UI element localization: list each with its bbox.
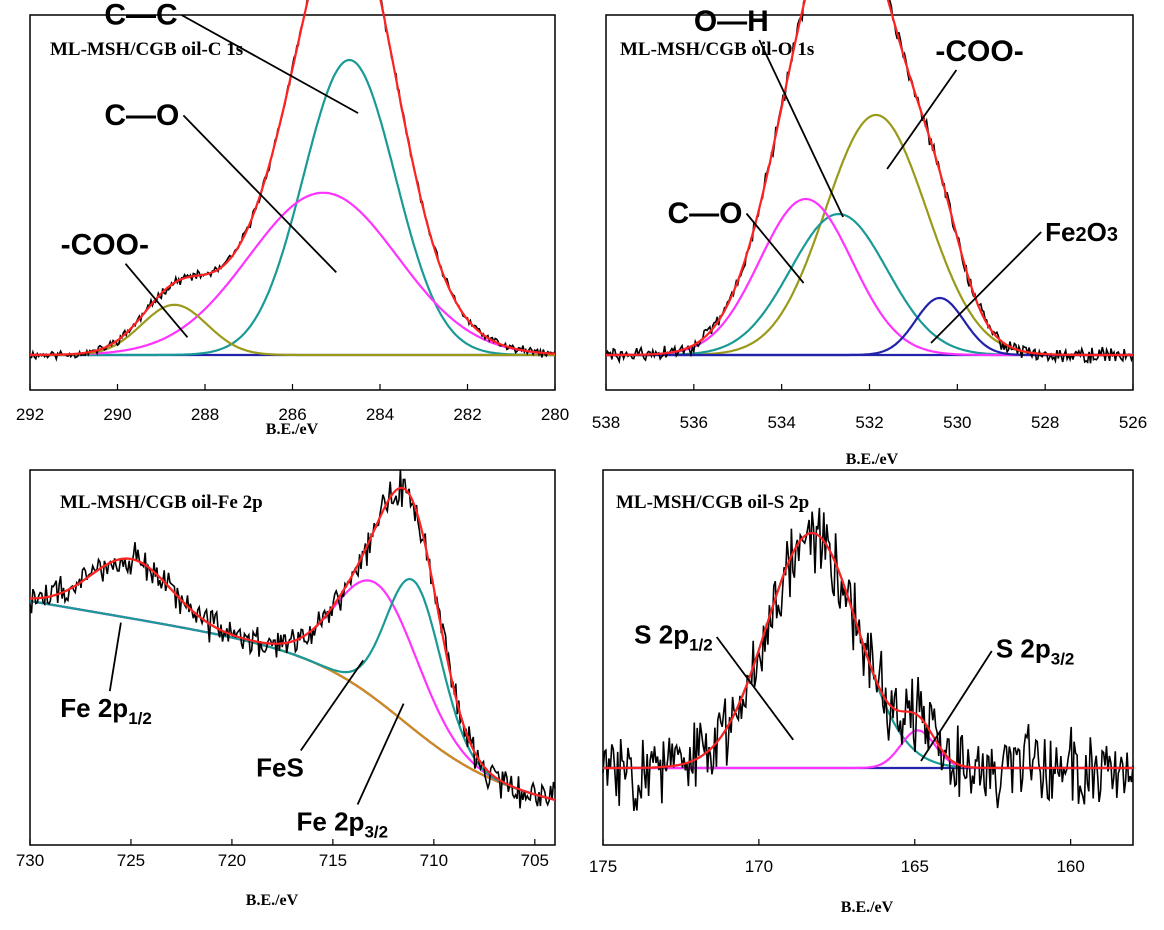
o1s-x-axis: 538 536 534 532 530 528 526	[592, 384, 1147, 432]
o1s-xlabel: B.E./eV	[846, 451, 899, 468]
annotation-leader	[920, 650, 993, 762]
peak-annotation: Fe2O3	[1045, 217, 1118, 247]
x-tick-label: 160	[1056, 857, 1084, 876]
annotation-leader	[715, 636, 794, 741]
x-tick-label: 536	[680, 413, 708, 432]
fit-envelope	[603, 531, 1133, 770]
s2p-curves	[602, 507, 1134, 811]
peak-annotation: Fe 2p1/2	[60, 693, 152, 728]
x-tick-label: 165	[901, 857, 929, 876]
x-tick-label: 532	[855, 413, 883, 432]
fit-envelope	[30, 486, 556, 801]
x-tick-label: 710	[420, 851, 448, 870]
x-tick-label: 534	[767, 413, 795, 432]
fe2p-curves	[29, 469, 556, 809]
s2p-xlabel: B.E./eV	[841, 899, 894, 916]
fe2p-annotations: Fe 2p1/2 FeS Fe 2p3/2	[60, 622, 405, 842]
x-tick-label: 715	[319, 851, 347, 870]
annotation-leader	[124, 263, 189, 338]
raw-spectrum	[605, 0, 1134, 365]
peak-annotation: Fe 2p3/2	[297, 807, 389, 842]
o1s-title: ML-MSH/CGB oil-O 1s	[620, 39, 814, 60]
component-curve	[606, 296, 1133, 357]
s2p-plot-frame	[602, 469, 1134, 846]
s2p-annotations: S 2p1/2 S 2p3/2	[634, 619, 1075, 762]
fe2p-panel: ML-MSH/CGB oil-Fe 2p B.E./eV 730 725 720 71…	[16, 469, 556, 909]
o1s-panel: ML-MSH/CGB oil-O 1s B.E./eV 538 536 534 532…	[592, 0, 1147, 468]
raw-spectrum	[602, 507, 1134, 811]
annotation-leader	[300, 659, 364, 752]
peak-annotation: FeS	[256, 753, 304, 783]
peak-annotation: -COO-	[935, 35, 1023, 68]
peak-annotation: C—C	[104, 0, 177, 32]
fit-envelope	[606, 0, 1133, 357]
s2p-panel: ML-MSH/CGB oil-S 2p B.E./eV 175 170 165 160…	[589, 469, 1134, 916]
o1s-annotations: O—H -COO- C—O Fe2O3	[667, 5, 1118, 344]
component-curve	[30, 58, 555, 357]
peak-annotation: C—O	[104, 99, 179, 132]
x-tick-label: 284	[366, 405, 394, 424]
o1s-curves	[605, 0, 1134, 365]
c1s-annotations: C—C C—O -COO-	[61, 0, 359, 338]
peak-annotation: O—H	[694, 5, 769, 38]
x-tick-label: 705	[521, 851, 549, 870]
annotation-leader	[886, 69, 958, 170]
fe2p-x-axis: 730 725 720 715 710 705	[16, 839, 549, 870]
x-tick-label: 170	[745, 857, 773, 876]
x-tick-label: 290	[103, 405, 131, 424]
raw-spectrum	[29, 469, 556, 809]
fe2p-xlabel: B.E./eV	[246, 892, 299, 909]
x-tick-label: 725	[117, 851, 145, 870]
annotation-leader	[745, 212, 805, 284]
fe2p-plot-frame	[29, 469, 556, 846]
x-tick-label: 538	[592, 413, 620, 432]
fit-envelope	[30, 0, 556, 356]
c1s-panel: ML-MSH/CGB oil-C 1s B.E./eV 292 290 288 286…	[16, 0, 569, 438]
x-tick-label: 175	[589, 857, 617, 876]
component-curve	[30, 191, 555, 356]
annotation-leader	[758, 39, 844, 218]
x-tick-label: 528	[1031, 413, 1059, 432]
peak-annotation: S 2p1/2	[634, 619, 713, 654]
c1s-xlabel: B.E./eV	[266, 421, 319, 438]
c1s-title: ML-MSH/CGB oil-C 1s	[50, 39, 243, 60]
c1s-x-axis: 292 290 288 286 284 282 280	[16, 384, 569, 424]
c1s-curves	[29, 0, 556, 362]
s2p-x-axis: 175 170 165 160	[589, 839, 1085, 876]
annotation-leader	[182, 114, 337, 274]
x-tick-label: 730	[16, 851, 44, 870]
x-tick-label: 288	[191, 405, 219, 424]
x-tick-label: 286	[278, 405, 306, 424]
x-tick-label: 282	[453, 405, 481, 424]
s2p-title: ML-MSH/CGB oil-S 2p	[616, 492, 809, 513]
x-tick-label: 280	[541, 405, 569, 424]
x-tick-label: 292	[16, 405, 44, 424]
peak-annotation: -COO-	[61, 229, 149, 262]
x-tick-label: 720	[218, 851, 246, 870]
peak-annotation: C—O	[667, 197, 742, 230]
x-tick-label: 530	[943, 413, 971, 432]
annotation-leader	[181, 14, 359, 114]
annotation-leader	[930, 231, 1042, 344]
annotation-leader	[108, 622, 122, 692]
peak-annotation: S 2p3/2	[996, 634, 1075, 669]
fe2p-title: ML-MSH/CGB oil-Fe 2p	[60, 492, 263, 513]
annotation-leader	[356, 703, 405, 805]
x-tick-label: 526	[1119, 413, 1147, 432]
